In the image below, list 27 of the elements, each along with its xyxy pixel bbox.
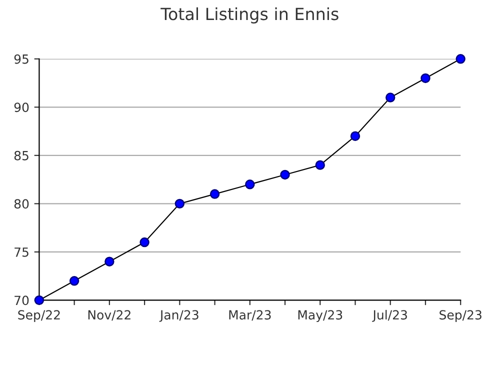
x-tick-label: Nov/22 xyxy=(88,310,130,321)
point xyxy=(140,237,150,248)
x-tick-label: Mar/23 xyxy=(229,310,271,321)
x-tick-label: Sep/22 xyxy=(18,310,60,322)
point xyxy=(69,276,80,286)
point xyxy=(210,189,220,199)
y-tick-label: 90 xyxy=(14,102,29,112)
y-tick-label: 80 xyxy=(14,199,29,209)
point xyxy=(174,198,185,209)
y-tick-label: 85 xyxy=(14,150,28,160)
point xyxy=(386,92,396,102)
y-tick-label: 95 xyxy=(14,54,28,64)
point xyxy=(315,160,325,170)
point xyxy=(456,54,466,64)
y-tick-label: 70 xyxy=(14,296,29,306)
chart-title: Total Listings in Ennis xyxy=(160,7,338,24)
point xyxy=(104,256,114,266)
point xyxy=(280,170,290,180)
point xyxy=(245,180,255,190)
y-tick-label: 75 xyxy=(14,248,28,257)
point xyxy=(350,131,360,141)
x-tick-label: Jul/23 xyxy=(372,310,407,322)
point xyxy=(34,295,44,306)
x-tick-label: Sep/23 xyxy=(440,310,482,322)
x-tick-label: Jan/23 xyxy=(159,310,198,322)
x-tick-label: May/23 xyxy=(298,310,342,322)
point xyxy=(420,73,430,84)
